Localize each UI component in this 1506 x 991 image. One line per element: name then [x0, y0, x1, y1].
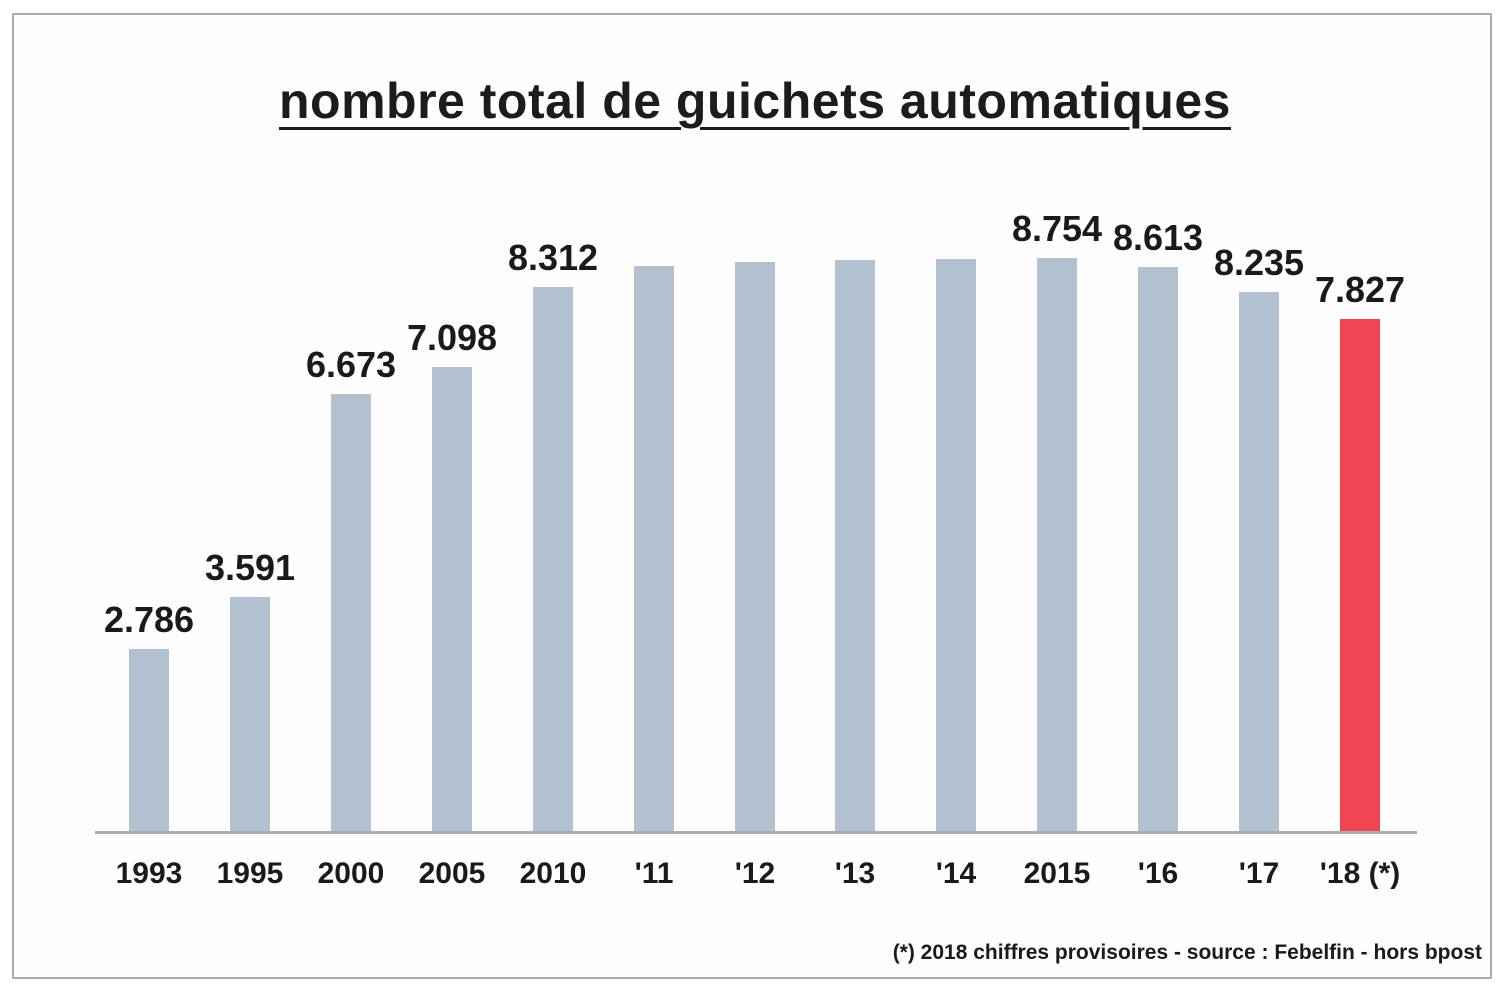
x-tick-18: '18 (*): [1319, 857, 1401, 890]
x-tick-12: '12: [734, 857, 776, 890]
bar-18: [1340, 319, 1380, 832]
bar-value-label-17: 8.235: [1213, 242, 1305, 283]
plot-area: 2.786 1993 3.591 1995 6.673 2000 7.098 2005 8.31…: [95, 178, 1415, 890]
x-tick-11: '11: [634, 857, 674, 890]
x-tick-1995: 1995: [216, 857, 284, 890]
bar-group-2000: 6.673 2000: [306, 178, 396, 890]
bar-value-label-2000: 6.673: [305, 344, 397, 385]
bar-group-1995: 3.591 1995: [205, 178, 295, 890]
bar-group-2005: 7.098 2005: [407, 178, 497, 890]
bar-group-2015: 8.754 2015: [1012, 178, 1102, 890]
bar-1993: [129, 649, 169, 832]
bar-17: [1239, 292, 1279, 832]
bar-value-label-2005: 7.098: [406, 317, 498, 358]
bar-group-12: '12: [735, 178, 775, 890]
bar-value-label-18: 7.827: [1314, 269, 1406, 310]
chart-title: nombre total de guichets automatiques: [279, 73, 1231, 129]
bar-2015: [1037, 258, 1077, 832]
bar-group-1993: 2.786 1993: [104, 178, 194, 890]
bar-group-17: 8.235 '17: [1214, 178, 1304, 890]
bar-2010: [533, 287, 573, 832]
bar-16: [1138, 267, 1178, 832]
bar-group-13: '13: [835, 178, 875, 890]
x-tick-2005: 2005: [418, 857, 486, 890]
x-tick-2015: 2015: [1023, 857, 1091, 890]
bar-value-label-2010: 8.312: [507, 237, 599, 278]
bar-value-label-16: 8.613: [1112, 217, 1204, 258]
bar-group-11: '11: [634, 178, 674, 890]
footnote: (*) 2018 chiffres provisoires - source :…: [892, 941, 1482, 964]
bar-2005: [432, 367, 472, 832]
x-tick-2000: 2000: [317, 857, 385, 890]
x-tick-14: '14: [935, 857, 977, 890]
x-tick-13: '13: [834, 857, 876, 890]
bar-1995: [230, 597, 270, 832]
bar-value-label-2015: 8.754: [1011, 208, 1103, 249]
x-tick-16: '16: [1137, 857, 1179, 890]
bar-group-14: '14: [936, 178, 976, 890]
x-tick-17: '17: [1238, 857, 1280, 890]
x-tick-2010: 2010: [519, 857, 587, 890]
bar-value-label-1993: 2.786: [103, 599, 195, 640]
bar-group-2010: 8.312 2010: [508, 178, 598, 890]
bar-2000: [331, 394, 371, 832]
bar-14: [936, 259, 976, 832]
bar-13: [835, 260, 875, 832]
bar-group-16: 8.613 '16: [1113, 178, 1203, 890]
bar-group-18: 7.827 '18 (*): [1315, 178, 1405, 890]
bar-value-label-1995: 3.591: [204, 547, 296, 588]
x-tick-1993: 1993: [115, 857, 183, 890]
x-axis-line: [95, 831, 1417, 834]
bar-12: [735, 262, 775, 832]
bar-11: [634, 266, 674, 832]
